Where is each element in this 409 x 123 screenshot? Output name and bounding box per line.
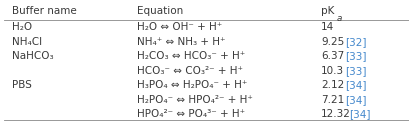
Text: [32]: [32] — [345, 37, 366, 47]
Text: 9.25: 9.25 — [321, 37, 344, 47]
Text: H₂O: H₂O — [12, 22, 32, 32]
Text: 12.32: 12.32 — [321, 109, 351, 119]
Text: HPO₄²⁻ ⇔ PO₄³⁻ + H⁺: HPO₄²⁻ ⇔ PO₄³⁻ + H⁺ — [137, 109, 245, 119]
Text: 6.37: 6.37 — [321, 51, 344, 61]
Text: NH₄⁺ ⇔ NH₃ + H⁺: NH₄⁺ ⇔ NH₃ + H⁺ — [137, 37, 225, 47]
Text: 14: 14 — [321, 22, 334, 32]
Text: 7.21: 7.21 — [321, 95, 344, 105]
Text: a: a — [337, 14, 342, 23]
Text: 10.3: 10.3 — [321, 66, 344, 76]
Text: Equation: Equation — [137, 6, 183, 16]
Text: PBS: PBS — [12, 80, 32, 90]
Text: [33]: [33] — [345, 51, 366, 61]
Text: H₂PO₄⁻ ⇔ HPO₄²⁻ + H⁺: H₂PO₄⁻ ⇔ HPO₄²⁻ + H⁺ — [137, 95, 253, 105]
Text: NH₄Cl: NH₄Cl — [12, 37, 43, 47]
Text: H₂CO₃ ⇔ HCO₃⁻ + H⁺: H₂CO₃ ⇔ HCO₃⁻ + H⁺ — [137, 51, 245, 61]
Text: HCO₃⁻ ⇔ CO₃²⁻ + H⁺: HCO₃⁻ ⇔ CO₃²⁻ + H⁺ — [137, 66, 243, 76]
Text: H₂O ⇔ OH⁻ + H⁺: H₂O ⇔ OH⁻ + H⁺ — [137, 22, 222, 32]
Text: [33]: [33] — [345, 66, 366, 76]
Text: [34]: [34] — [345, 95, 366, 105]
Text: Buffer name: Buffer name — [12, 6, 77, 16]
Text: H₃PO₄ ⇔ H₂PO₄⁻ + H⁺: H₃PO₄ ⇔ H₂PO₄⁻ + H⁺ — [137, 80, 247, 90]
Text: 2.12: 2.12 — [321, 80, 344, 90]
Text: NaHCO₃: NaHCO₃ — [12, 51, 54, 61]
Text: pK: pK — [321, 6, 335, 16]
Text: [34]: [34] — [345, 80, 366, 90]
Text: [34]: [34] — [349, 109, 371, 119]
